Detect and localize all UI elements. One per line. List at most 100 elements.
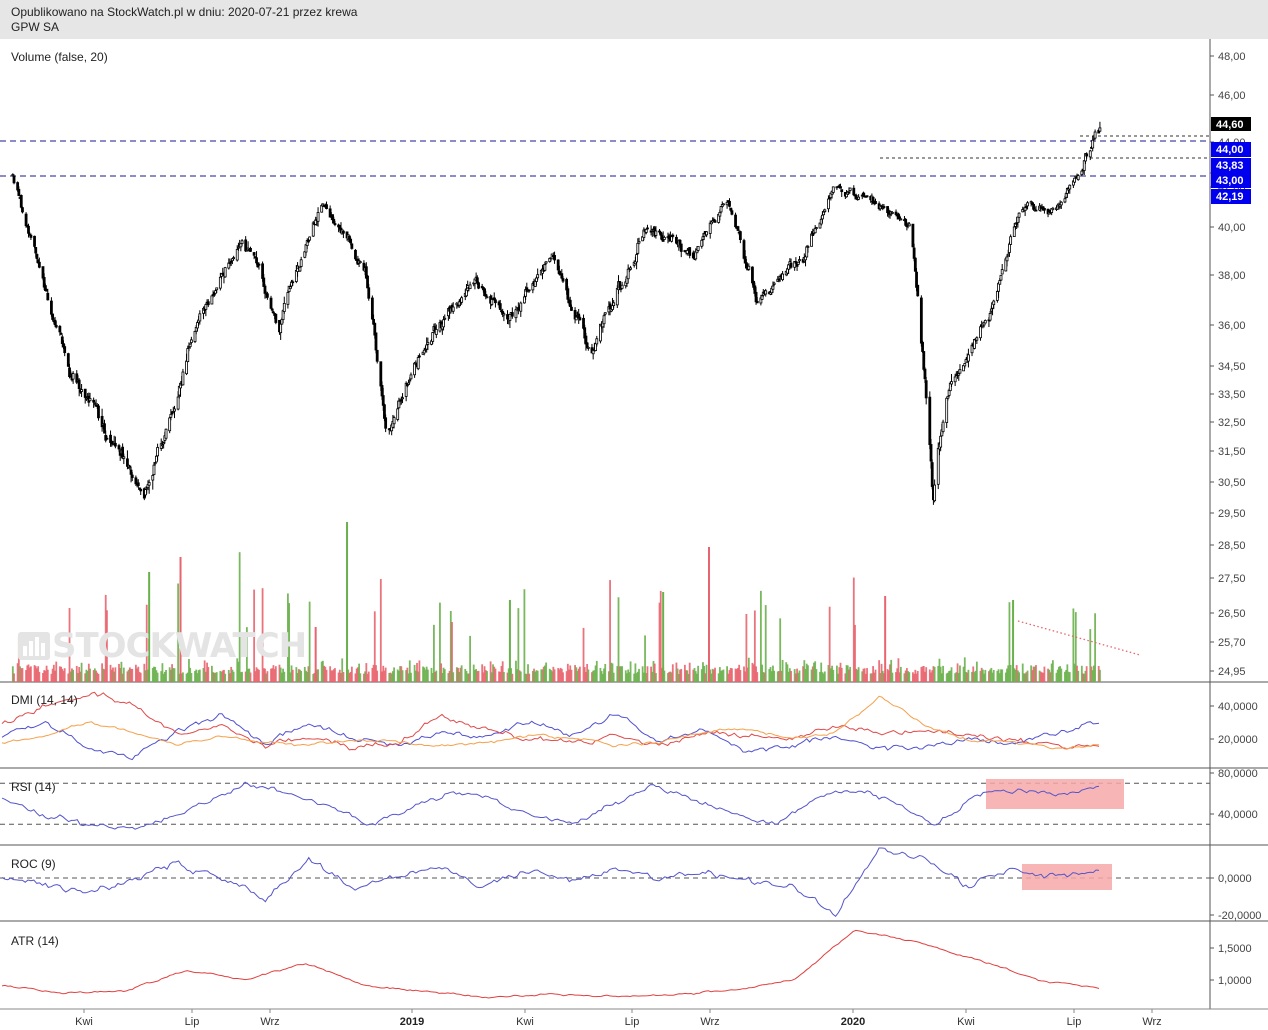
volume-bar [519,671,522,682]
candle-body [654,230,658,236]
volume-bar [134,664,137,682]
volume-bar [1026,670,1029,682]
panel-frames [0,39,1268,1010]
volume-bar [1007,665,1010,682]
candle-body [1008,243,1011,253]
volume-bar [127,669,130,682]
volume-bar [168,667,171,682]
candle-body [431,332,435,342]
candle-body [214,290,217,294]
candle-body [964,359,968,363]
candle-body [574,316,578,321]
candle-body [1088,150,1092,158]
volume-bar [407,673,410,682]
volume-bar [331,670,334,682]
candle-body [196,322,199,329]
volume-bar [172,668,175,682]
volume-bar [577,668,580,682]
panel-title: RSI (14) [11,780,56,794]
level-price-tag: 43,00 [1211,173,1251,188]
candle-body [916,284,920,297]
volume-bar [671,664,674,682]
volume-bar [1032,666,1035,682]
candle-body [675,236,678,244]
candle-body [840,189,844,193]
volume-bar [956,663,959,682]
candle-body [144,489,147,496]
y-tick-label: 28,50 [1218,540,1246,552]
candle-body [1012,226,1016,237]
volume-bar [525,673,528,682]
volume-bar [772,665,774,682]
candle-body [880,205,883,208]
candle-body [206,301,210,306]
volume-bar [272,665,275,682]
candle-body [1063,198,1067,203]
candle-body [416,357,420,370]
volume-bar [425,666,428,682]
candle-body [618,281,622,289]
volume-bar [92,670,95,682]
volume-bar [870,673,873,682]
candle-body [533,280,537,287]
volume-bar [954,673,957,682]
volume-bar [627,669,630,682]
volume-bar [258,669,260,682]
volume-bar [137,666,140,682]
level-price-tag-bg [1211,189,1251,204]
volume-bar [1097,666,1100,682]
stock-chart: STOCKWATCH 48,0046,0044,0043,0042,0040,0… [0,39,1268,1028]
volume-bar [692,669,695,682]
volume-bar [950,667,953,682]
volume-bar [823,671,826,682]
volume-bar [342,671,345,682]
candle-body [998,280,1002,285]
last-price-tag: 44,60 [1211,117,1251,131]
volume-bar [604,663,607,682]
candle-body [527,289,531,292]
volume-bar [967,669,970,682]
y-tick-label: -20,0000 [1218,910,1261,922]
volume-bar [435,670,438,682]
volume-bar [396,669,399,682]
volume-trend-line [1017,620,1141,656]
volume-bar [508,600,511,682]
volume-bar [227,669,230,682]
candle-body [397,400,401,409]
candle-body [342,230,345,234]
volume-bar [662,592,665,682]
volume-bar [819,671,821,682]
candle-body [898,216,902,219]
last-price-tag-bg [1211,117,1251,131]
volume-bar [948,671,951,682]
volume-bar [864,673,867,682]
volume-bar [110,669,113,682]
volume-bar [85,669,88,682]
candle-body [1024,206,1028,208]
candle-body [806,246,810,248]
volume-bar [856,669,859,682]
candle-body [760,295,764,300]
volume-bar [17,636,20,682]
volume-bar [426,669,429,682]
volume-bar [156,672,159,682]
volume-bar [524,673,527,682]
volume-bar [414,670,417,682]
volume-bar [413,664,416,682]
volume-bar [213,672,216,682]
candle-body [899,218,903,221]
volume-bar [669,671,672,682]
candle-body [45,289,48,292]
volume-bar [697,665,700,682]
y-tick-label: 36,00 [1218,320,1246,332]
candle-body [46,292,50,301]
volume-bar [925,667,928,682]
candle-body [789,262,793,268]
volume-bar [474,669,476,682]
candle-body [308,236,312,241]
candle-body [21,207,24,213]
level-price-tag: 44,00 [1211,142,1251,157]
candle-body [777,278,781,281]
volume-bar [383,670,386,682]
volume-bar [891,672,894,682]
